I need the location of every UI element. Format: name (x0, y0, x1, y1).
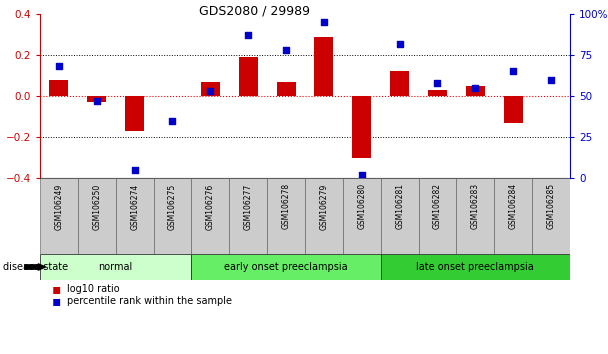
Text: disease state: disease state (3, 262, 68, 272)
Text: GSM106280: GSM106280 (358, 183, 366, 229)
Point (433, 80, 443, 86)
Bar (88, 96, 106, 102)
Bar (457, 178, 494, 254)
Bar (305, 178, 343, 254)
Bar (381, 178, 418, 254)
Text: GSM106250: GSM106250 (92, 183, 102, 230)
Bar (229, 178, 267, 254)
Text: GSM106278: GSM106278 (282, 183, 291, 229)
Text: GSM106283: GSM106283 (471, 183, 480, 229)
Text: GSM106279: GSM106279 (319, 183, 328, 230)
Bar (239, 57, 258, 96)
Bar (418, 178, 457, 254)
Text: GSM106276: GSM106276 (206, 183, 215, 230)
Point (546, 77, 556, 82)
Text: GSM106281: GSM106281 (395, 183, 404, 229)
Bar (277, 82, 295, 96)
Point (206, 88, 215, 94)
Bar (192, 254, 381, 280)
Bar (40, 254, 192, 280)
Point (92, 98, 102, 104)
Bar (494, 178, 532, 254)
Text: GSM106285: GSM106285 (547, 183, 556, 229)
Text: GSM106282: GSM106282 (433, 183, 442, 229)
Text: percentile rank within the sample: percentile rank within the sample (67, 296, 232, 306)
Text: GSM106249: GSM106249 (55, 183, 63, 230)
Point (130, 167, 139, 173)
Bar (201, 82, 220, 96)
Point (243, 33, 253, 38)
Text: GDS2080 / 29989: GDS2080 / 29989 (199, 4, 310, 17)
Bar (49, 80, 68, 96)
Bar (504, 96, 523, 122)
Text: log10 ratio: log10 ratio (67, 284, 120, 294)
Bar (40, 178, 78, 254)
Point (282, 47, 291, 53)
Bar (352, 96, 371, 158)
Text: early onset preeclampsia: early onset preeclampsia (224, 262, 348, 272)
Point (54, 64, 64, 69)
Text: normal: normal (98, 262, 133, 272)
Text: ▪: ▪ (52, 282, 61, 296)
Point (508, 69, 518, 74)
Text: late onset preeclampsia: late onset preeclampsia (416, 262, 534, 272)
Bar (267, 178, 305, 254)
Bar (343, 178, 381, 254)
Bar (154, 178, 192, 254)
Bar (390, 72, 409, 96)
Bar (78, 178, 116, 254)
Bar (381, 254, 570, 280)
Bar (466, 86, 485, 96)
Text: GSM106277: GSM106277 (244, 183, 253, 230)
Text: GSM106274: GSM106274 (130, 183, 139, 230)
Bar (125, 96, 144, 131)
Bar (532, 178, 570, 254)
Text: GSM106284: GSM106284 (509, 183, 518, 229)
Point (168, 118, 178, 124)
Text: ▪: ▪ (52, 294, 61, 308)
Point (471, 85, 480, 91)
Bar (116, 178, 154, 254)
Text: GSM106275: GSM106275 (168, 183, 177, 230)
Bar (192, 178, 229, 254)
Bar (314, 36, 333, 96)
Point (319, 19, 329, 25)
Bar (428, 90, 447, 96)
Point (395, 41, 404, 46)
Point (357, 172, 367, 178)
